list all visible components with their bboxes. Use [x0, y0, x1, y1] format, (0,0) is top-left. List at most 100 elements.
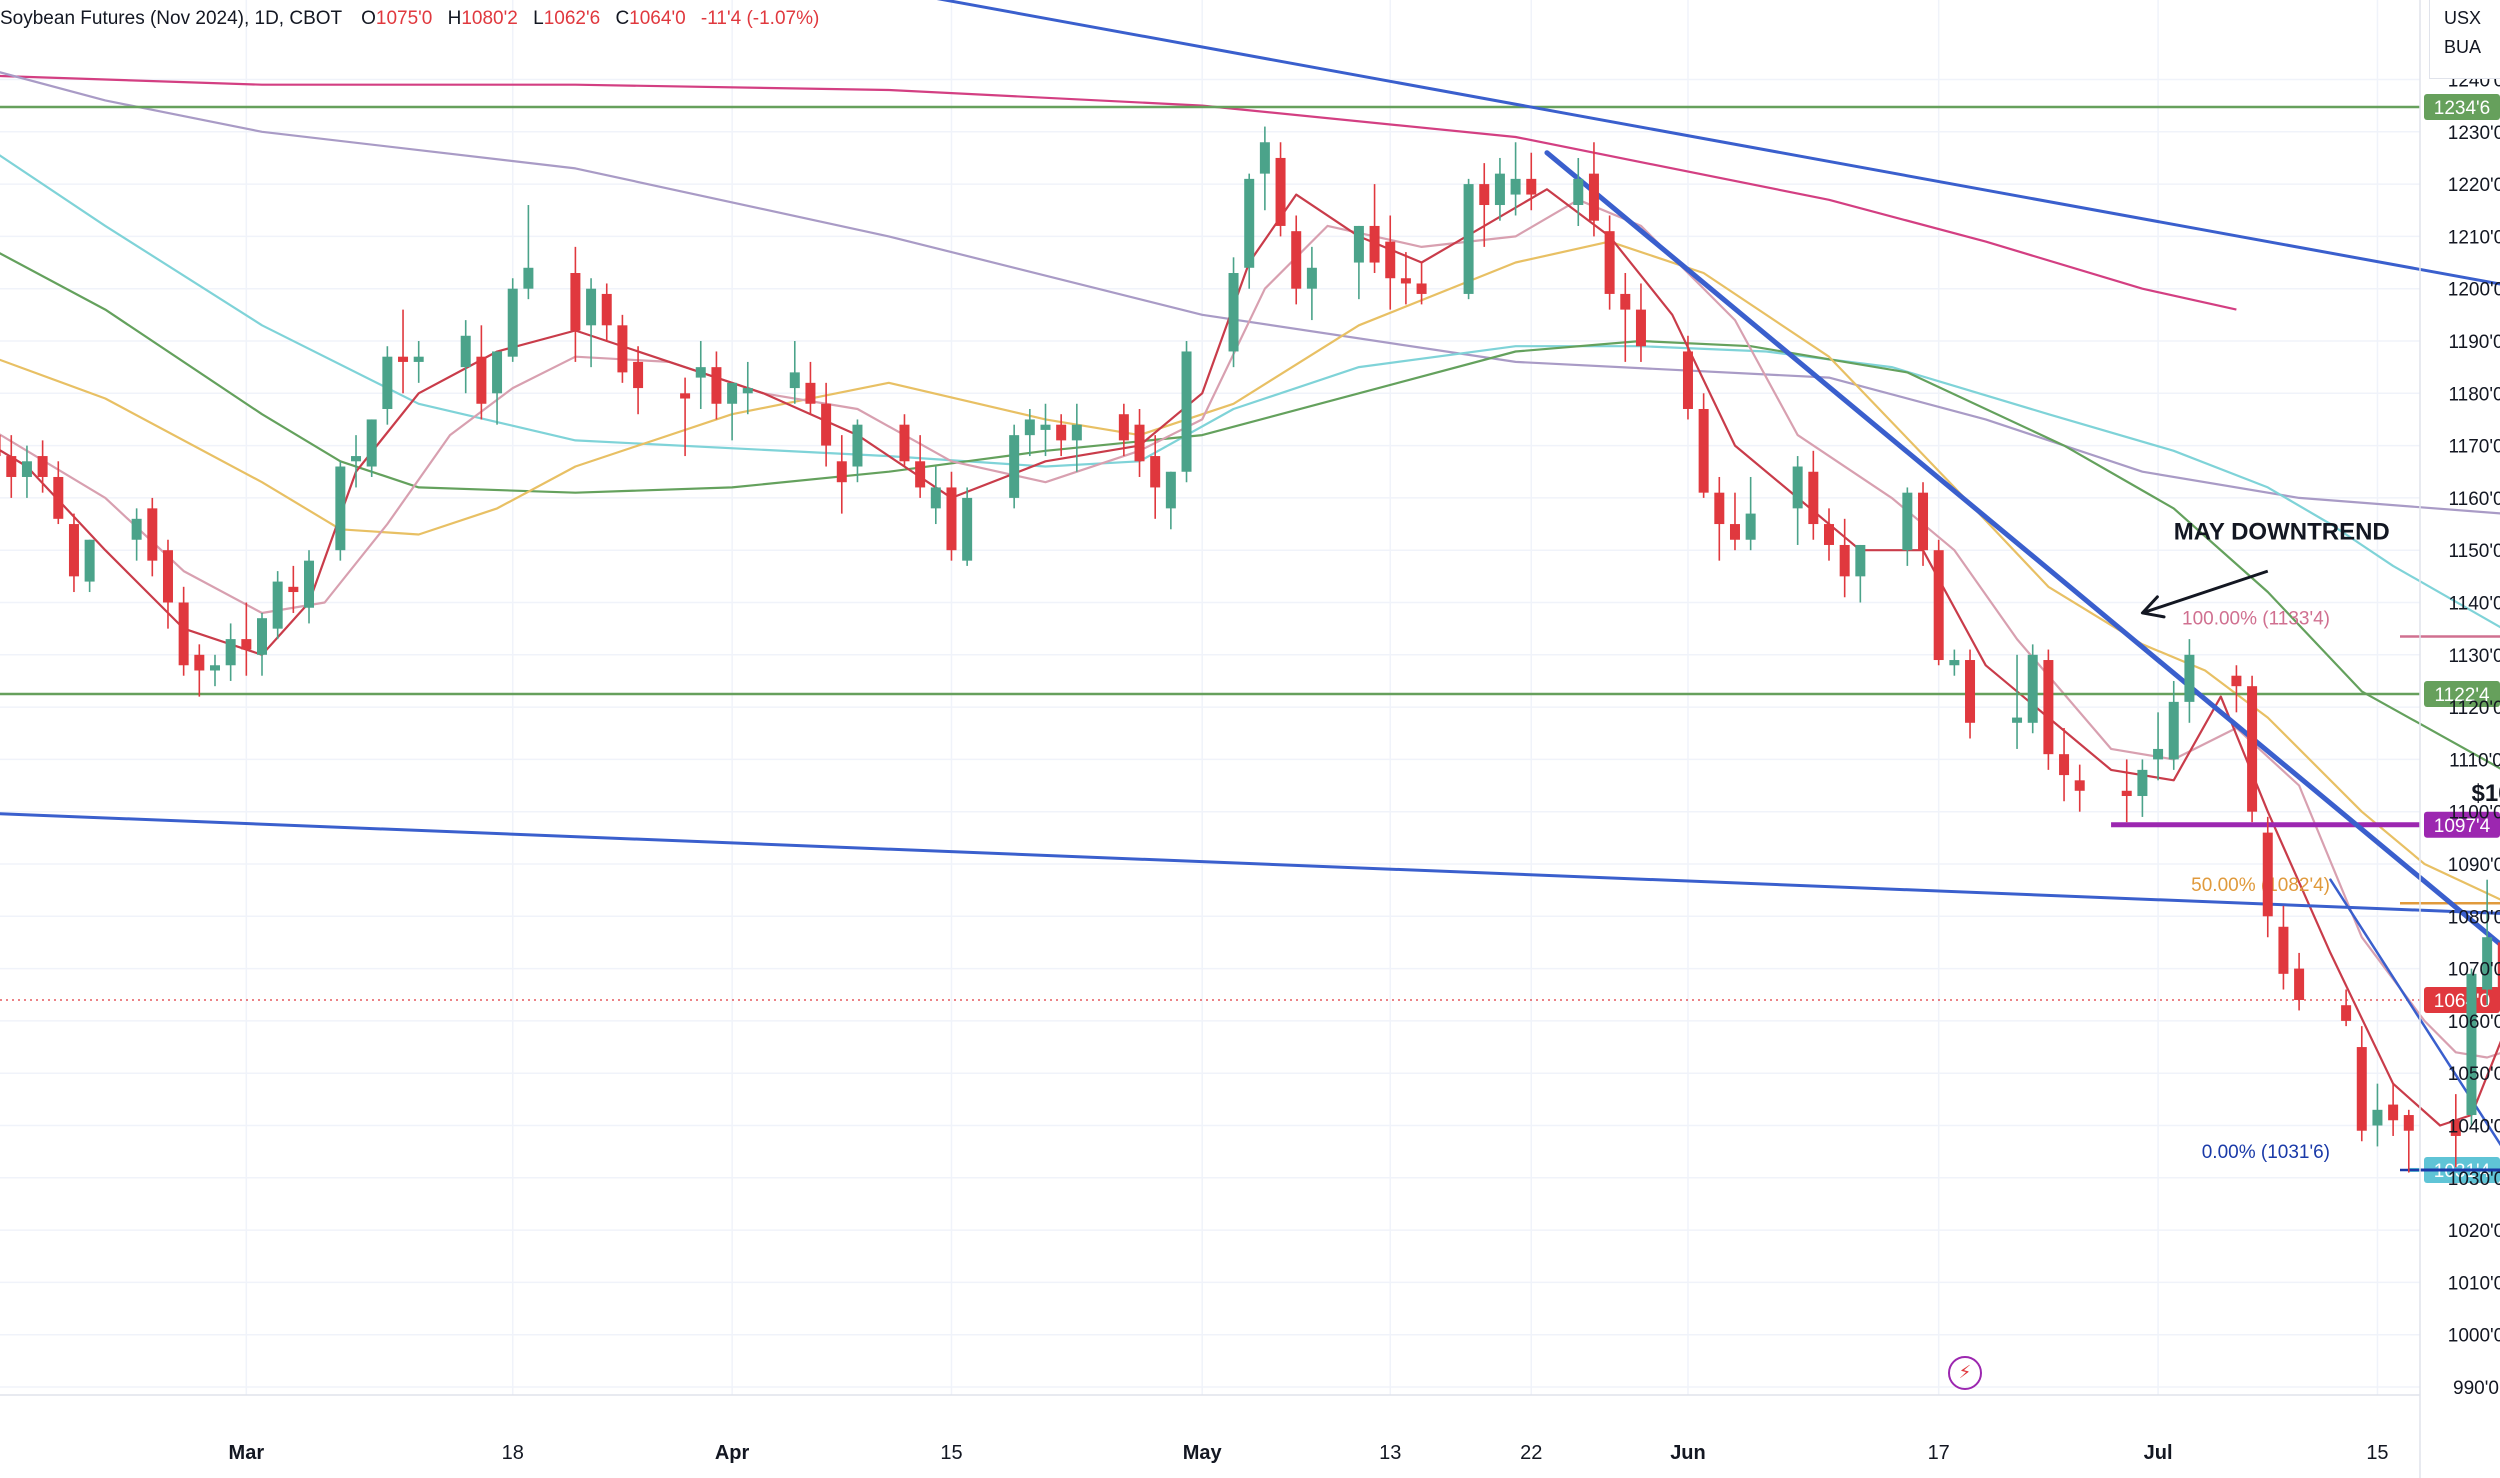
candle-body — [147, 508, 158, 561]
candle-body — [1698, 408, 1709, 493]
candle-body — [2074, 780, 2085, 791]
candle-body — [711, 367, 722, 404]
candle-up — [2372, 1083, 2383, 1147]
arrow-shaft — [2141, 569, 2269, 615]
candle-down — [570, 246, 581, 362]
time-tick-label: Apr — [715, 1442, 750, 1464]
candle-body — [209, 665, 220, 671]
candle-down — [2247, 675, 2258, 823]
candle-body — [53, 476, 64, 519]
candle-up — [1494, 157, 1505, 221]
candle-body — [1824, 524, 1834, 545]
candle-up — [1353, 225, 1364, 300]
candle-down — [178, 586, 189, 676]
candle-up — [460, 320, 471, 394]
candle-up — [209, 654, 220, 687]
candle-down — [162, 539, 173, 629]
fib-label: 50.00% (1082'4) — [2191, 875, 2330, 896]
fib-label: 100.00% (1133'4) — [2182, 608, 2330, 629]
price-tick-label: 1030'0 — [2448, 1169, 2500, 1190]
candle-down — [1729, 492, 1740, 551]
price-tick-label: 1070'0 — [2448, 960, 2500, 981]
candle-down — [1682, 335, 1693, 420]
candle-body — [1792, 466, 1803, 509]
candle-down — [1400, 252, 1411, 305]
time-tick-label: 22 — [1520, 1442, 1542, 1464]
candle-down — [398, 309, 409, 394]
candle-up — [1792, 456, 1803, 545]
candle-body — [304, 560, 315, 608]
candle-up — [1573, 157, 1584, 226]
price-tick-label: 1190'0 — [2448, 332, 2500, 353]
flash-icon[interactable]: ⚡ — [1948, 1356, 1982, 1390]
candle-body — [2356, 1047, 2367, 1131]
candle-body — [2231, 675, 2242, 687]
candle-body — [1635, 309, 1646, 347]
candle-body — [1745, 513, 1756, 540]
candle-body — [1604, 231, 1615, 294]
candle-body — [1009, 435, 1020, 498]
candle-body — [586, 288, 597, 326]
candle-body — [507, 288, 518, 357]
candle-body — [1134, 424, 1145, 462]
candle-body — [1150, 456, 1161, 488]
candle-down — [1604, 215, 1615, 310]
candle-body — [1479, 184, 1490, 206]
candle-down — [633, 346, 644, 415]
candle-body — [2403, 1115, 2414, 1131]
candle-body — [476, 356, 487, 404]
candle-up — [2153, 712, 2164, 781]
candle-body — [1244, 178, 1255, 268]
trendline — [936, 0, 2500, 286]
candle-down — [617, 314, 628, 383]
candle-down — [53, 461, 64, 525]
candle-body — [241, 639, 252, 650]
candle-up — [1855, 544, 1866, 603]
candle-down — [836, 435, 847, 514]
candle-down — [1134, 408, 1145, 477]
candle-up — [272, 571, 283, 640]
candle-body — [2388, 1104, 2399, 1121]
candle-up — [1165, 471, 1176, 530]
candle-body — [1588, 173, 1599, 221]
price-tick-label: 1180'0 — [2448, 384, 2500, 405]
open-value: 1075'0 — [375, 8, 433, 29]
candle-body — [382, 356, 393, 409]
candle-body — [1259, 142, 1270, 174]
candle-body — [2497, 942, 2500, 1000]
price-tick-label: 1200'0 — [2448, 280, 2500, 301]
moving-average-line — [0, 74, 2237, 311]
candle-body — [1714, 492, 1725, 525]
price-tick-label: 1020'0 — [2448, 1221, 2500, 1242]
candle-body — [351, 456, 362, 462]
candle-up — [1306, 246, 1317, 321]
candle-down — [2262, 816, 2273, 938]
candle-up — [1902, 487, 1913, 566]
candle-body — [2372, 1109, 2383, 1126]
candle-body — [2012, 717, 2023, 723]
candle-down — [288, 565, 299, 613]
price-tick-label: 1170'0 — [2448, 437, 2500, 458]
candle-body — [1965, 660, 1976, 723]
moving-average-line — [0, 188, 2500, 1127]
candle-body — [2450, 1120, 2461, 1136]
candle-down — [2356, 1026, 2367, 1142]
candle-body — [1071, 424, 1082, 441]
candle-up — [1040, 403, 1051, 457]
candle-body — [1510, 178, 1521, 195]
candle-up — [695, 341, 706, 409]
candle-body — [570, 273, 581, 331]
candle-body — [1902, 492, 1913, 551]
candle-up — [1228, 257, 1239, 368]
currency-selector[interactable]: USX BUA — [2429, 0, 2500, 79]
candle-body — [2262, 832, 2273, 917]
moving-average-line — [0, 240, 2500, 901]
candle-up — [84, 539, 95, 593]
candle-down — [2278, 905, 2289, 990]
candle-down — [1620, 273, 1631, 362]
price-tick-label: 1100'0 — [2448, 803, 2500, 824]
candle-down — [0, 435, 1, 457]
candle-body — [727, 382, 738, 404]
